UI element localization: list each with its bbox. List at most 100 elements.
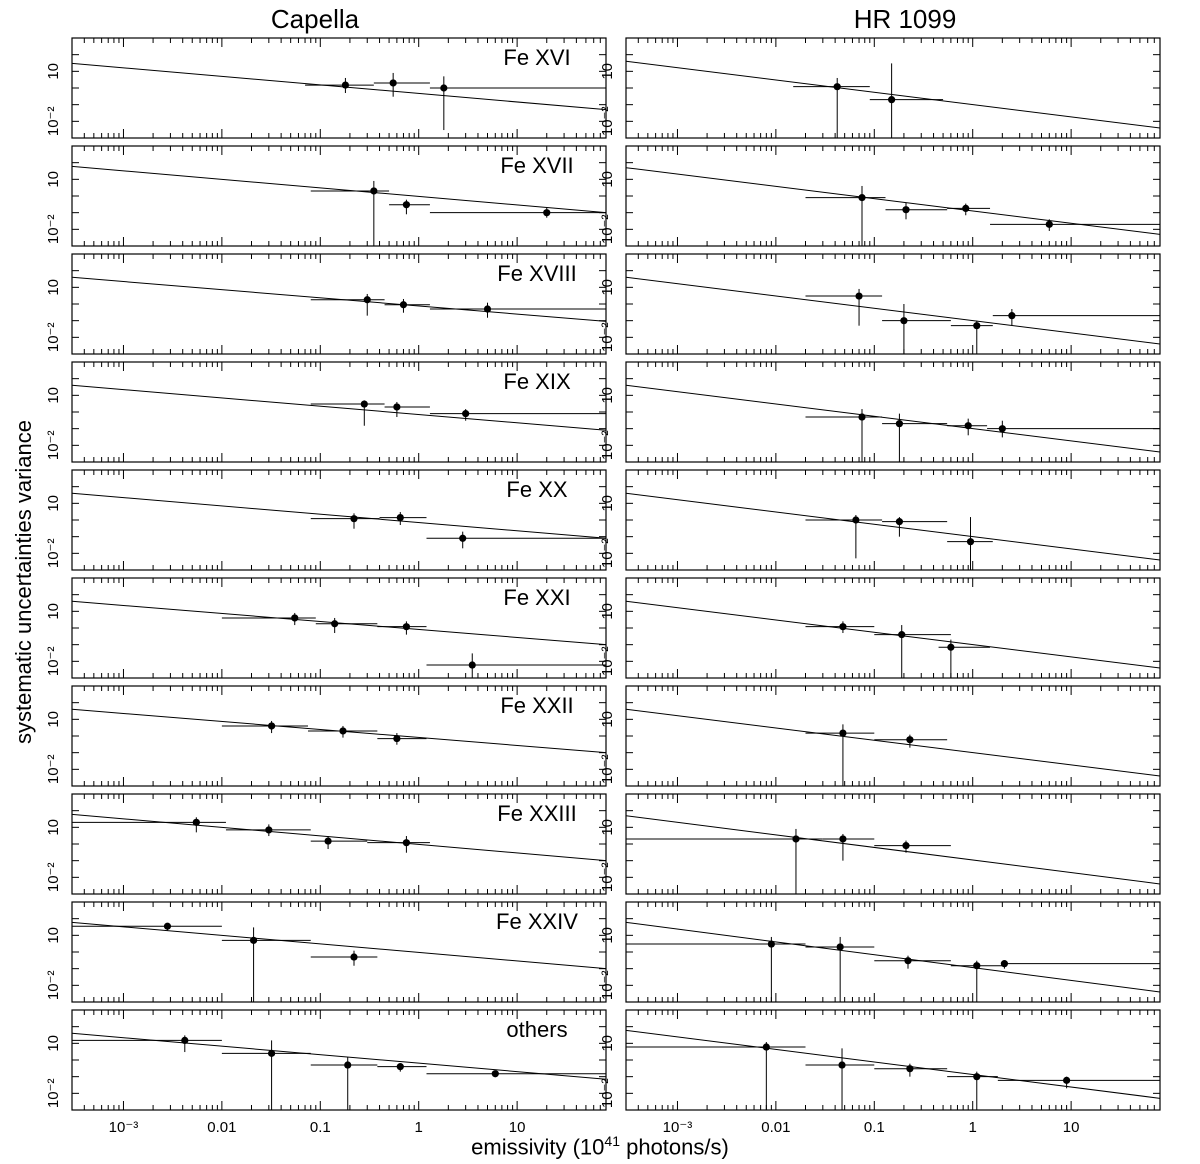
x-tick-label: 10 — [509, 1119, 526, 1136]
fit-line — [626, 167, 1160, 235]
data-point — [888, 96, 896, 104]
panel-data — [626, 276, 1160, 354]
data-point — [339, 727, 347, 735]
y-tick-label: 10 — [599, 819, 616, 836]
fit-line — [72, 600, 606, 646]
y-tick-label: 10 — [599, 1035, 616, 1052]
panel-hr1099-9: 10⁻² 10 — [599, 901, 1161, 1003]
data-point — [906, 1065, 914, 1073]
panel-data — [72, 921, 606, 1002]
data-point — [858, 194, 866, 202]
y-tick-label: 10 — [599, 171, 616, 188]
panel-capella-7: 10⁻² 10 Fe XXII — [45, 685, 607, 787]
y-tick-label: 10 — [599, 603, 616, 620]
panel-capella-5: 10⁻² 10 Fe XX — [45, 469, 607, 571]
data-point — [192, 818, 200, 826]
fit-line — [72, 921, 606, 970]
data-point — [852, 516, 860, 524]
y-tick-label: 10⁻² — [45, 107, 62, 137]
fit-line — [626, 60, 1160, 129]
ion-label: Fe XXIII — [497, 801, 576, 826]
data-point — [833, 83, 841, 91]
data-point — [964, 422, 972, 430]
panel-hr1099-2: 10⁻² 10 — [599, 145, 1161, 247]
data-point — [491, 1070, 499, 1078]
data-point — [360, 400, 368, 408]
x-tick-label: 10⁻³ — [663, 1119, 693, 1136]
y-tick-label: 10 — [599, 63, 616, 80]
data-point — [462, 410, 470, 418]
y-tick-label: 10⁻² — [599, 647, 616, 677]
data-point — [762, 1043, 770, 1051]
y-tick-label: 10⁻² — [599, 431, 616, 461]
data-point — [249, 936, 258, 944]
data-point — [898, 631, 906, 639]
fit-line — [626, 708, 1160, 777]
y-tick-label: 10⁻² — [599, 863, 616, 893]
column-title-capella: Capella — [270, 4, 360, 34]
x-tick-label: 0.01 — [761, 1119, 790, 1136]
panel-data — [72, 165, 606, 246]
panel-frame — [625, 361, 1161, 463]
panel-frame — [625, 469, 1161, 571]
panel-hr1099-10: 10⁻² 10 10⁻³ 0.01 0.1 1 10 — [599, 1009, 1161, 1136]
panel-data — [626, 167, 1160, 246]
data-point — [792, 835, 800, 843]
y-tick-label: 10⁻² — [599, 215, 616, 245]
data-point — [393, 734, 401, 743]
data-point — [839, 623, 847, 631]
panel-capella-6: 10⁻² 10 Fe XXI — [45, 577, 607, 679]
data-point — [389, 79, 397, 87]
data-point — [402, 623, 411, 631]
x-tick-label: 10 — [1063, 1119, 1080, 1136]
ion-label: Fe XVIII — [497, 261, 576, 286]
data-point — [402, 201, 411, 209]
data-point — [331, 620, 339, 628]
y-tick-label: 10⁻² — [45, 215, 62, 245]
panel-data — [72, 1032, 606, 1110]
y-tick-label: 10 — [45, 711, 62, 728]
x-tick-label: 0.1 — [310, 1119, 331, 1136]
data-point — [181, 1036, 189, 1044]
panel-data — [72, 813, 606, 862]
x-axis-label-suffix: photons/s) — [619, 1134, 729, 1160]
panel-capella-9: 10⁻² 10 Fe XXIV — [45, 901, 607, 1003]
y-tick-label: 10 — [599, 711, 616, 728]
x-axis-label: emissivity (1041 photons/s) — [0, 1133, 1200, 1160]
panel-data — [72, 600, 606, 678]
data-point — [393, 403, 401, 411]
panel-data — [72, 384, 606, 431]
y-tick-label: 10⁻² — [45, 755, 62, 785]
data-point — [399, 301, 408, 309]
panel-data — [626, 492, 1160, 570]
data-point — [344, 1061, 352, 1069]
y-tick-label: 10⁻² — [599, 971, 616, 1001]
panel-data — [72, 276, 606, 322]
panel-data — [626, 1029, 1160, 1110]
data-point — [904, 957, 912, 965]
ion-label: Fe XX — [506, 477, 567, 502]
ion-label: Fe XVII — [500, 153, 573, 178]
data-point — [947, 643, 955, 651]
panel-capella-4: 10⁻² 10 Fe XIX — [45, 361, 607, 463]
data-point — [973, 322, 981, 330]
x-tick-label: 10⁻³ — [109, 1119, 139, 1136]
y-tick-label: 10⁻² — [599, 323, 616, 353]
data-point — [973, 962, 981, 970]
panel-frame — [625, 1009, 1161, 1111]
data-point — [998, 425, 1006, 433]
fit-line — [626, 1029, 1160, 1099]
fit-line — [626, 815, 1160, 885]
y-tick-label: 10 — [599, 279, 616, 296]
y-tick-label: 10 — [45, 495, 62, 512]
panel-data — [626, 384, 1160, 462]
y-tick-label: 10 — [45, 819, 62, 836]
panel-data — [626, 600, 1160, 678]
ion-label: others — [506, 1017, 567, 1042]
data-point — [265, 826, 273, 834]
panel-capella-10: 10⁻² 10 10⁻³ 0.01 0.1 1 10 others — [45, 1009, 607, 1136]
data-point — [895, 420, 904, 428]
fit-line — [72, 165, 606, 214]
panel-frame — [625, 145, 1161, 247]
data-point — [370, 187, 378, 195]
